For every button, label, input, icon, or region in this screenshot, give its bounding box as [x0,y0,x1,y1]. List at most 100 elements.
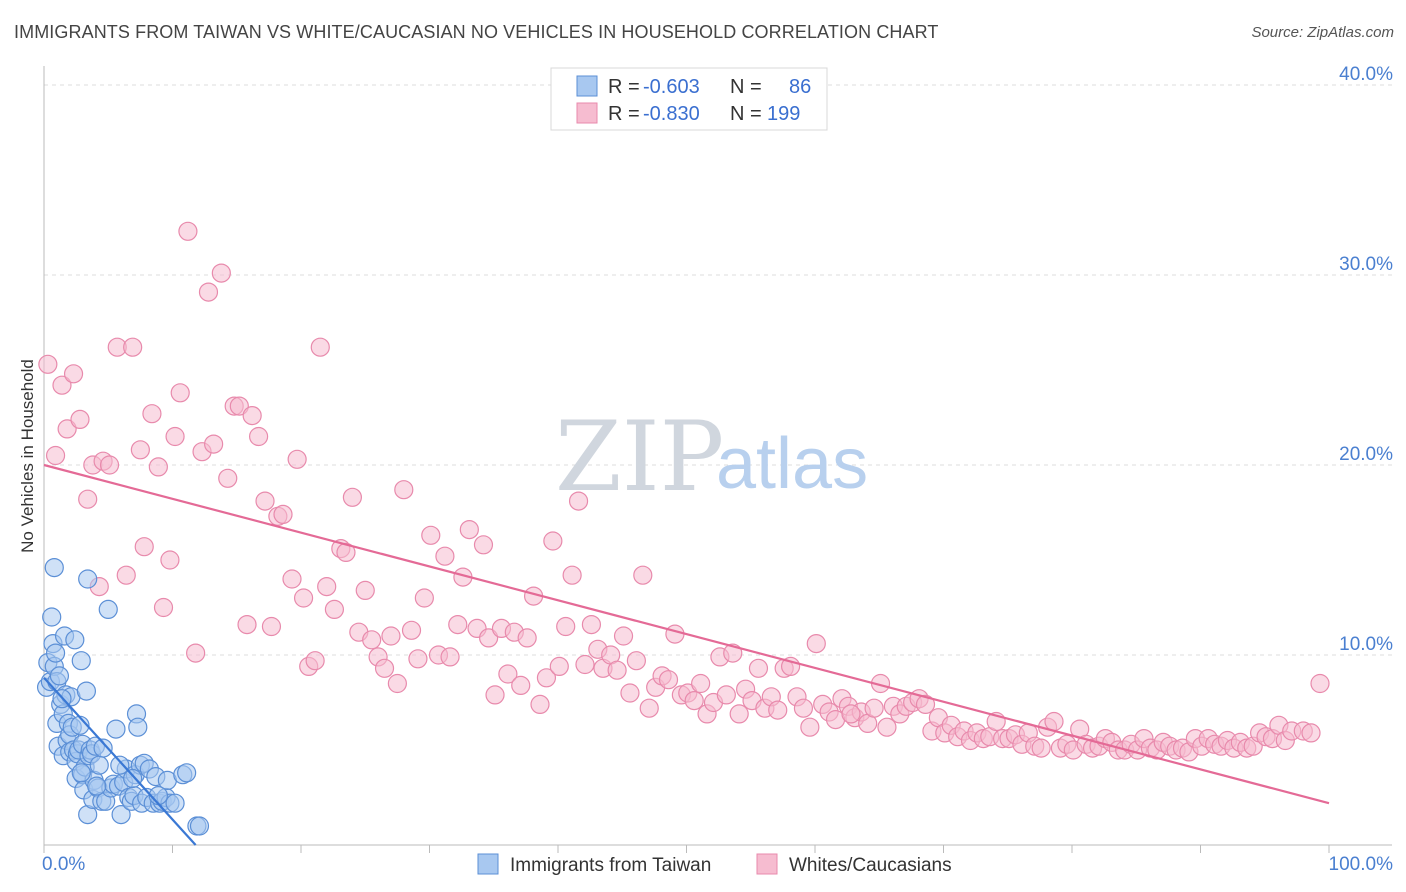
whites-point [99,455,120,475]
whites-point [134,537,154,557]
taiwan-point [71,651,91,671]
taiwan-point [71,763,91,783]
whites-point [211,263,231,283]
whites-point [237,614,257,635]
whites-point [841,704,861,724]
x-tick-label: 100.0% [1329,854,1394,875]
whites-point [435,546,455,566]
whites-point [665,624,685,644]
taiwan-point [110,755,130,775]
whites-point [498,664,518,684]
whites-point [198,282,219,302]
y-axis-title: No Vehicles in Household [18,359,37,553]
whites-point [123,337,143,357]
whites-point [1031,738,1051,758]
whites-point [310,337,330,357]
whites-point [287,449,307,469]
whites-point [639,698,659,718]
series-taiwan-points [36,557,210,836]
legend-r-label-taiwan: R = [608,76,640,98]
whites-point [394,480,414,500]
taiwan-point [44,557,64,578]
whites-point [387,673,407,694]
taiwan-point [123,768,143,789]
whites-point [324,599,345,620]
whites-point [273,504,293,525]
whites-point [633,565,653,585]
whites-point [142,404,162,424]
taiwan-point [111,804,131,825]
whites-point [408,649,428,669]
whites-point [459,519,479,540]
taiwan-point [106,719,126,739]
whites-point [45,445,66,466]
whites-point [613,626,634,646]
whites-point [362,630,382,650]
taiwan-point [189,816,210,836]
y-tick-labels: 10.0% 20.0% 30.0% 40.0% [1339,64,1393,655]
whites-point [255,491,275,511]
whites-point [421,525,441,545]
taiwan-point [49,666,70,686]
whites-point [575,654,595,675]
whites-point [1044,711,1064,732]
legend-n-value-taiwan: 86 [789,76,811,98]
bottom-legend: Immigrants from Taiwan Whites/Caucasians [477,853,952,876]
whites-point [282,569,302,589]
whites-point [607,660,627,680]
x-tick-label: 0.0% [42,854,85,875]
y-tick-label: 20.0% [1339,444,1393,465]
taiwan-point [45,643,66,663]
whites-point [130,440,150,460]
legend-r-label-whites: R = [608,103,640,125]
whites-point [401,620,422,640]
whites-point [793,698,814,718]
whites-point [229,396,249,416]
y-tick-label: 40.0% [1339,64,1393,85]
whites-point [317,576,337,597]
whites-point [52,375,72,395]
whites-point [153,597,174,618]
whites-point [63,364,84,384]
whites-point [806,633,826,654]
whites-point [485,685,505,705]
whites-point [691,673,711,694]
taiwan-point [78,569,98,589]
whites-point [38,354,58,374]
legend-n-label-taiwan: N = [730,76,762,98]
whites-point [511,675,531,696]
chart-title: IMMIGRANTS FROM TAIWAN VS WHITE/CAUCASIA… [14,22,939,42]
whites-point [800,717,820,737]
legend-r-value-taiwan: -0.603 [643,76,700,98]
bottom-legend-label-whites: Whites/Caucasians [789,855,952,876]
whites-point [116,565,136,585]
bottom-legend-swatch-taiwan [477,853,499,875]
y-tick-label: 10.0% [1339,634,1393,655]
whites-point [381,626,401,646]
whites-point [355,580,375,601]
taiwan-point [128,717,148,737]
whites-point [218,468,238,488]
taiwan-point [177,763,197,783]
taiwan-point [98,599,118,620]
legend-n-value-whites: 199 [767,103,800,125]
whites-point [242,406,262,426]
whites-point [549,656,569,677]
watermark: ZIP atlas [555,401,868,513]
legend-box: R = -0.603 N = 86 R = -0.830 N = 199 [550,67,828,131]
legend-swatch-whites [576,102,598,124]
taiwan-point [76,681,97,701]
whites-point [160,550,180,570]
taiwan-point [87,776,107,796]
taiwan-point [165,793,185,813]
whites-point [342,487,362,507]
whites-point [448,614,468,635]
whites-point [536,668,557,688]
whites-point [1310,673,1330,694]
legend-n-label-whites: N = [730,103,762,125]
whites-point [186,643,206,663]
whites-point [684,690,704,711]
taiwan-point [93,738,113,758]
whites-point [716,685,736,705]
